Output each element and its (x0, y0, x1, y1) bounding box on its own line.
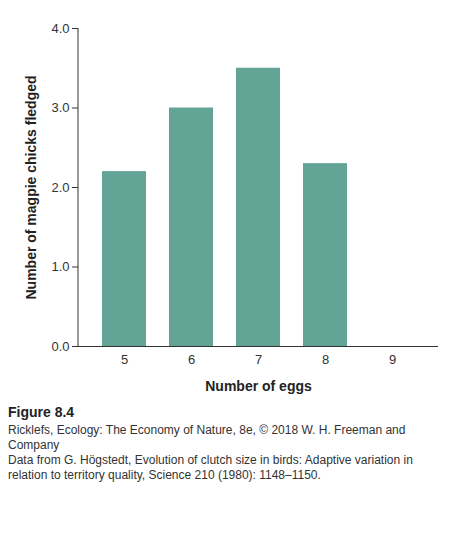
svg-text:0.0: 0.0 (51, 339, 69, 354)
svg-text:Number of magpie chicks fledge: Number of magpie chicks fledged (23, 75, 39, 299)
svg-text:9: 9 (389, 352, 396, 367)
svg-text:6: 6 (188, 352, 195, 367)
svg-text:Number of eggs: Number of eggs (205, 378, 312, 394)
svg-text:5: 5 (121, 352, 128, 367)
svg-text:8: 8 (322, 352, 329, 367)
svg-text:4.0: 4.0 (51, 21, 69, 36)
svg-text:3.0: 3.0 (51, 100, 69, 115)
svg-text:7: 7 (255, 352, 262, 367)
html-text:Data from G. Högstedt, Evoluti: Data from G. Högstedt, Evolution of clut… (8, 453, 413, 482)
svg-text:2.0: 2.0 (51, 180, 69, 195)
html-text:Ricklefs, Ecology: The Economy: Ricklefs, Ecology: The Economy of Nature… (8, 423, 406, 452)
html-text:Figure 8.4: Figure 8.4 (8, 404, 75, 420)
svg-text:1.0: 1.0 (51, 259, 69, 274)
